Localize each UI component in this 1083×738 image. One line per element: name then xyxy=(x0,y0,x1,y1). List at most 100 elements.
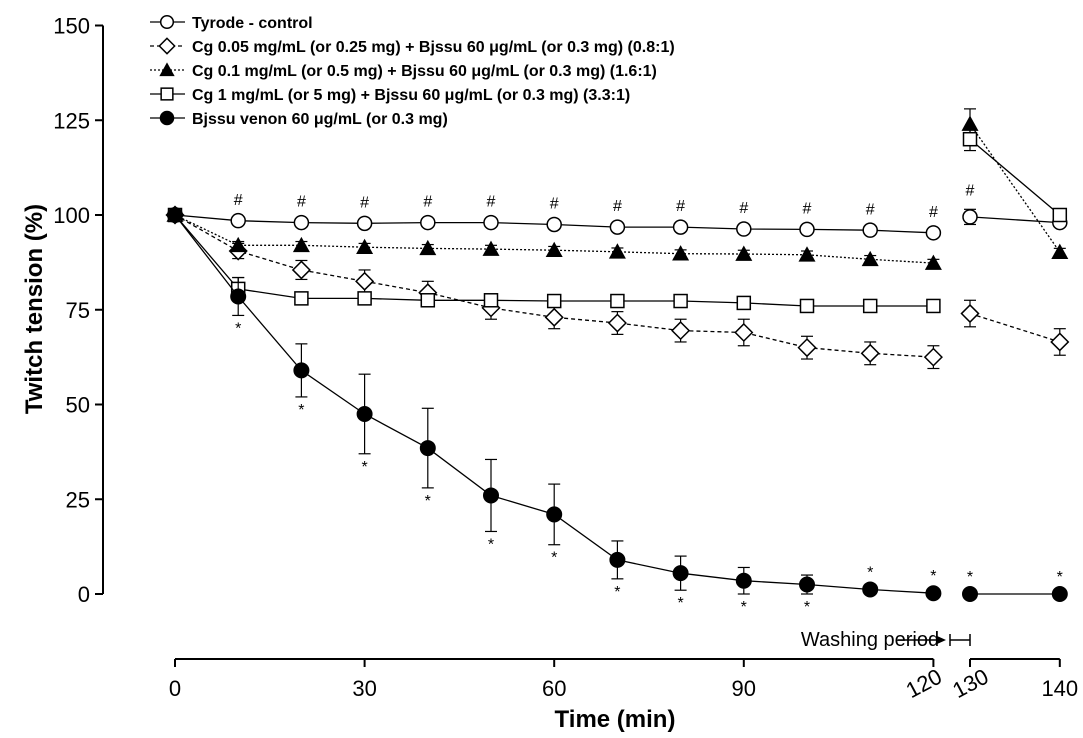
marker-open-circle xyxy=(862,222,878,238)
washing-period-label: Washing period xyxy=(801,629,939,651)
marker-open-diamond xyxy=(671,321,691,341)
marker-filled-circle xyxy=(356,405,373,422)
legend-item-2: Cg 0.1 mg/mL (or 0.5 mg) + Bjssu 60 μg/m… xyxy=(150,62,657,80)
marker-filled-circle xyxy=(167,207,183,223)
marker-open-circle xyxy=(356,215,373,232)
marker-filled-triangle xyxy=(961,115,979,131)
y-tick-label: 75 xyxy=(66,298,90,323)
marker-filled-circle xyxy=(862,581,879,598)
marker-filled-triangle xyxy=(545,241,563,258)
asterisk-marker: * xyxy=(1057,569,1063,586)
hash-marker: # xyxy=(423,194,432,211)
marker-open-square xyxy=(962,131,978,147)
asterisk-marker: * xyxy=(614,584,620,601)
hash-marker: # xyxy=(739,200,748,217)
marker-open-circle xyxy=(672,219,689,235)
legend-label: Tyrode - control xyxy=(192,15,313,32)
marker-filled-triangle xyxy=(924,254,942,270)
marker-open-square xyxy=(799,298,815,314)
washing-period-arrowhead xyxy=(936,635,946,645)
hash-marker: # xyxy=(676,198,685,215)
y-tick-label: 50 xyxy=(66,393,90,418)
hash-marker: # xyxy=(803,201,812,218)
marker-filled-circle xyxy=(1051,586,1068,602)
series-3 xyxy=(167,127,1068,314)
asterisk-marker: * xyxy=(677,595,683,612)
marker-open-diamond xyxy=(355,271,375,291)
marker-open-square xyxy=(610,293,625,309)
series-0 xyxy=(167,207,1068,241)
marker-filled-triangle xyxy=(672,245,690,261)
marker-open-diamond xyxy=(607,313,627,333)
legend-label: Bjssu venon 60 μg/mL (or 0.3 mg) xyxy=(192,111,448,128)
marker-open-diamond xyxy=(544,307,564,327)
marker-filled-triangle xyxy=(861,250,879,267)
marker-open-diamond xyxy=(860,343,880,363)
marker-open-square xyxy=(673,293,688,309)
marker-filled-circle xyxy=(419,440,436,457)
marker-open-circle xyxy=(230,212,246,229)
marker-open-square xyxy=(420,293,436,308)
asterisk-marker: * xyxy=(930,568,936,585)
marker-open-square xyxy=(926,298,941,314)
legend: Tyrode - control Cg 0.05 mg/mL (or 0.25 m… xyxy=(150,14,675,128)
hash-marker: # xyxy=(297,194,306,211)
marker-filled-circle xyxy=(962,586,978,602)
marker-open-diamond xyxy=(291,260,311,280)
marker-open-diamond xyxy=(158,37,176,55)
marker-open-square xyxy=(357,291,372,306)
marker-open-diamond xyxy=(797,338,817,358)
marker-filled-circle xyxy=(799,576,815,593)
marker-open-circle xyxy=(420,214,436,231)
marker-filled-triangle xyxy=(1051,243,1069,259)
marker-filled-triangle xyxy=(608,243,626,259)
legend-label: Cg 0.1 mg/mL (or 0.5 mg) + Bjssu 60 μg/m… xyxy=(192,63,657,80)
marker-filled-triangle xyxy=(735,245,753,261)
legend-label: Cg 1 mg/mL (or 5 mg) + Bjssu 60 μg/mL (o… xyxy=(192,87,630,104)
marker-filled-circle xyxy=(925,585,942,602)
x-tick-label: 120 xyxy=(902,664,946,703)
x-tick-label: 140 xyxy=(1041,676,1078,701)
marker-filled-circle xyxy=(159,110,175,126)
legend-label: Cg 0.05 mg/mL (or 0.25 mg) + Bjssu 60 μg… xyxy=(192,39,675,56)
y-axis-title: Twitch tension (%) xyxy=(21,204,48,414)
marker-open-circle xyxy=(925,225,942,241)
marker-open-circle xyxy=(962,209,978,225)
x-axis-title: Time (min) xyxy=(555,706,676,733)
hash-marker: # xyxy=(550,196,559,213)
y-tick-label: 125 xyxy=(53,108,90,133)
marker-filled-circle xyxy=(546,506,563,523)
marker-open-circle xyxy=(609,219,626,235)
series-4 xyxy=(167,207,1068,602)
asterisk-marker: * xyxy=(804,599,810,616)
asterisk-marker: * xyxy=(361,459,367,476)
hash-marker: # xyxy=(360,194,369,211)
marker-open-square xyxy=(1052,207,1068,223)
series-line xyxy=(174,123,1061,264)
marker-open-square xyxy=(160,87,174,101)
axes: 0 25 50 75 100 125 150 0 30 60 90 120 130 140 Washing … xyxy=(53,14,1078,704)
asterisk-marker: * xyxy=(741,599,747,616)
marker-open-circle xyxy=(736,221,752,237)
series-2 xyxy=(166,108,1069,270)
marker-filled-triangle xyxy=(798,246,816,262)
asterisk-marker: * xyxy=(488,536,494,553)
asterisk-marker: * xyxy=(867,564,873,581)
marker-open-circle xyxy=(293,214,310,231)
significance-markers: # # # # # # # # # # # # # * * * * * * * * * * * * * * xyxy=(234,182,1063,616)
marker-filled-circle xyxy=(672,565,689,582)
x-tick-label: 90 xyxy=(732,676,756,701)
marker-filled-triangle xyxy=(229,236,247,253)
asterisk-marker: * xyxy=(298,402,304,419)
hash-marker: # xyxy=(487,194,496,211)
marker-filled-circle xyxy=(609,551,626,568)
marker-open-square xyxy=(736,295,752,311)
x-tick-label: 0 xyxy=(169,676,181,701)
marker-open-circle xyxy=(483,214,499,231)
hash-marker: # xyxy=(966,182,975,199)
marker-open-diamond xyxy=(923,347,943,367)
hash-marker: # xyxy=(613,198,622,215)
marker-filled-circle xyxy=(230,288,247,305)
legend-item-1: Cg 0.05 mg/mL (or 0.25 mg) + Bjssu 60 μg… xyxy=(150,37,675,56)
marker-filled-circle xyxy=(735,572,752,589)
